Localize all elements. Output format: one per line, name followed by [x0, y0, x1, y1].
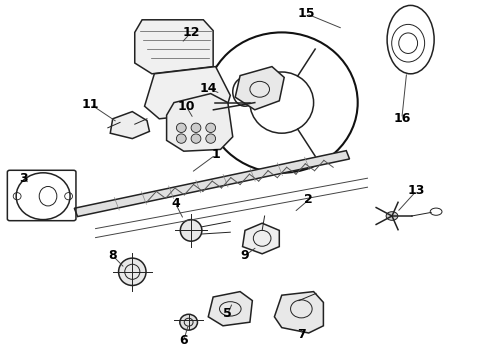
Polygon shape: [74, 150, 349, 217]
Ellipse shape: [180, 220, 202, 241]
Text: 3: 3: [19, 172, 28, 185]
Polygon shape: [235, 67, 284, 110]
Polygon shape: [274, 292, 323, 333]
Ellipse shape: [191, 123, 201, 132]
Text: 12: 12: [182, 26, 200, 39]
Polygon shape: [243, 223, 279, 254]
Ellipse shape: [119, 258, 146, 285]
Text: 9: 9: [241, 249, 249, 262]
Text: 13: 13: [408, 184, 425, 197]
Ellipse shape: [176, 134, 186, 143]
Polygon shape: [208, 292, 252, 326]
Text: 7: 7: [297, 328, 306, 341]
Polygon shape: [110, 112, 149, 139]
Text: 11: 11: [82, 98, 99, 111]
Ellipse shape: [206, 123, 216, 132]
Polygon shape: [135, 20, 213, 74]
Text: 14: 14: [199, 82, 217, 95]
Text: 6: 6: [179, 334, 188, 347]
Text: 1: 1: [211, 148, 220, 161]
Polygon shape: [145, 67, 230, 119]
Ellipse shape: [206, 134, 216, 143]
Text: 15: 15: [297, 7, 315, 20]
Polygon shape: [167, 94, 233, 151]
Text: 2: 2: [304, 193, 313, 206]
Text: 4: 4: [171, 197, 180, 210]
Ellipse shape: [176, 123, 186, 132]
Ellipse shape: [180, 314, 197, 330]
Ellipse shape: [191, 134, 201, 143]
Text: 10: 10: [177, 100, 195, 113]
Text: 16: 16: [393, 112, 411, 125]
Text: 8: 8: [108, 249, 117, 262]
Text: 5: 5: [223, 307, 232, 320]
Ellipse shape: [386, 212, 398, 220]
